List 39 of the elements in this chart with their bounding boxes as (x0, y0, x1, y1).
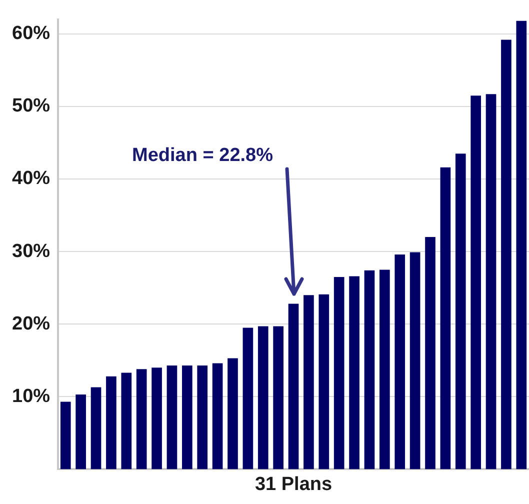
bar (60, 402, 71, 470)
bar (182, 365, 192, 470)
bar (455, 154, 466, 470)
bar (410, 252, 420, 470)
bar (334, 276, 344, 470)
bar (486, 94, 496, 470)
annotation: Median = 22.8% (132, 144, 274, 166)
bar (76, 394, 86, 470)
bar (106, 376, 116, 470)
bar (470, 96, 481, 470)
bar (242, 328, 254, 470)
bar (166, 365, 178, 470)
bar (90, 387, 102, 470)
bar (258, 326, 268, 470)
y-tick-label: 50% (12, 96, 50, 117)
bar (440, 167, 451, 470)
bar (380, 270, 390, 470)
bar (349, 276, 360, 470)
bar (121, 372, 132, 470)
bar (501, 40, 512, 470)
bar (425, 237, 436, 470)
bar (197, 365, 208, 470)
bar (318, 294, 330, 470)
bar (394, 254, 406, 470)
y-tick-label: 60% (12, 23, 50, 44)
y-tick-label: 30% (12, 240, 50, 262)
bar (516, 20, 527, 470)
y-tick-label: 20% (12, 313, 50, 334)
bar (228, 358, 238, 470)
bar (212, 363, 223, 470)
bar (273, 326, 284, 470)
x-axis-title: 31 Plans (254, 474, 332, 495)
bar (304, 295, 314, 470)
y-tick-label: 40% (12, 168, 50, 190)
bar (364, 270, 375, 470)
y-tick-label: 10% (12, 386, 50, 407)
bar (136, 369, 147, 470)
bar (288, 304, 299, 470)
bar (152, 368, 162, 470)
